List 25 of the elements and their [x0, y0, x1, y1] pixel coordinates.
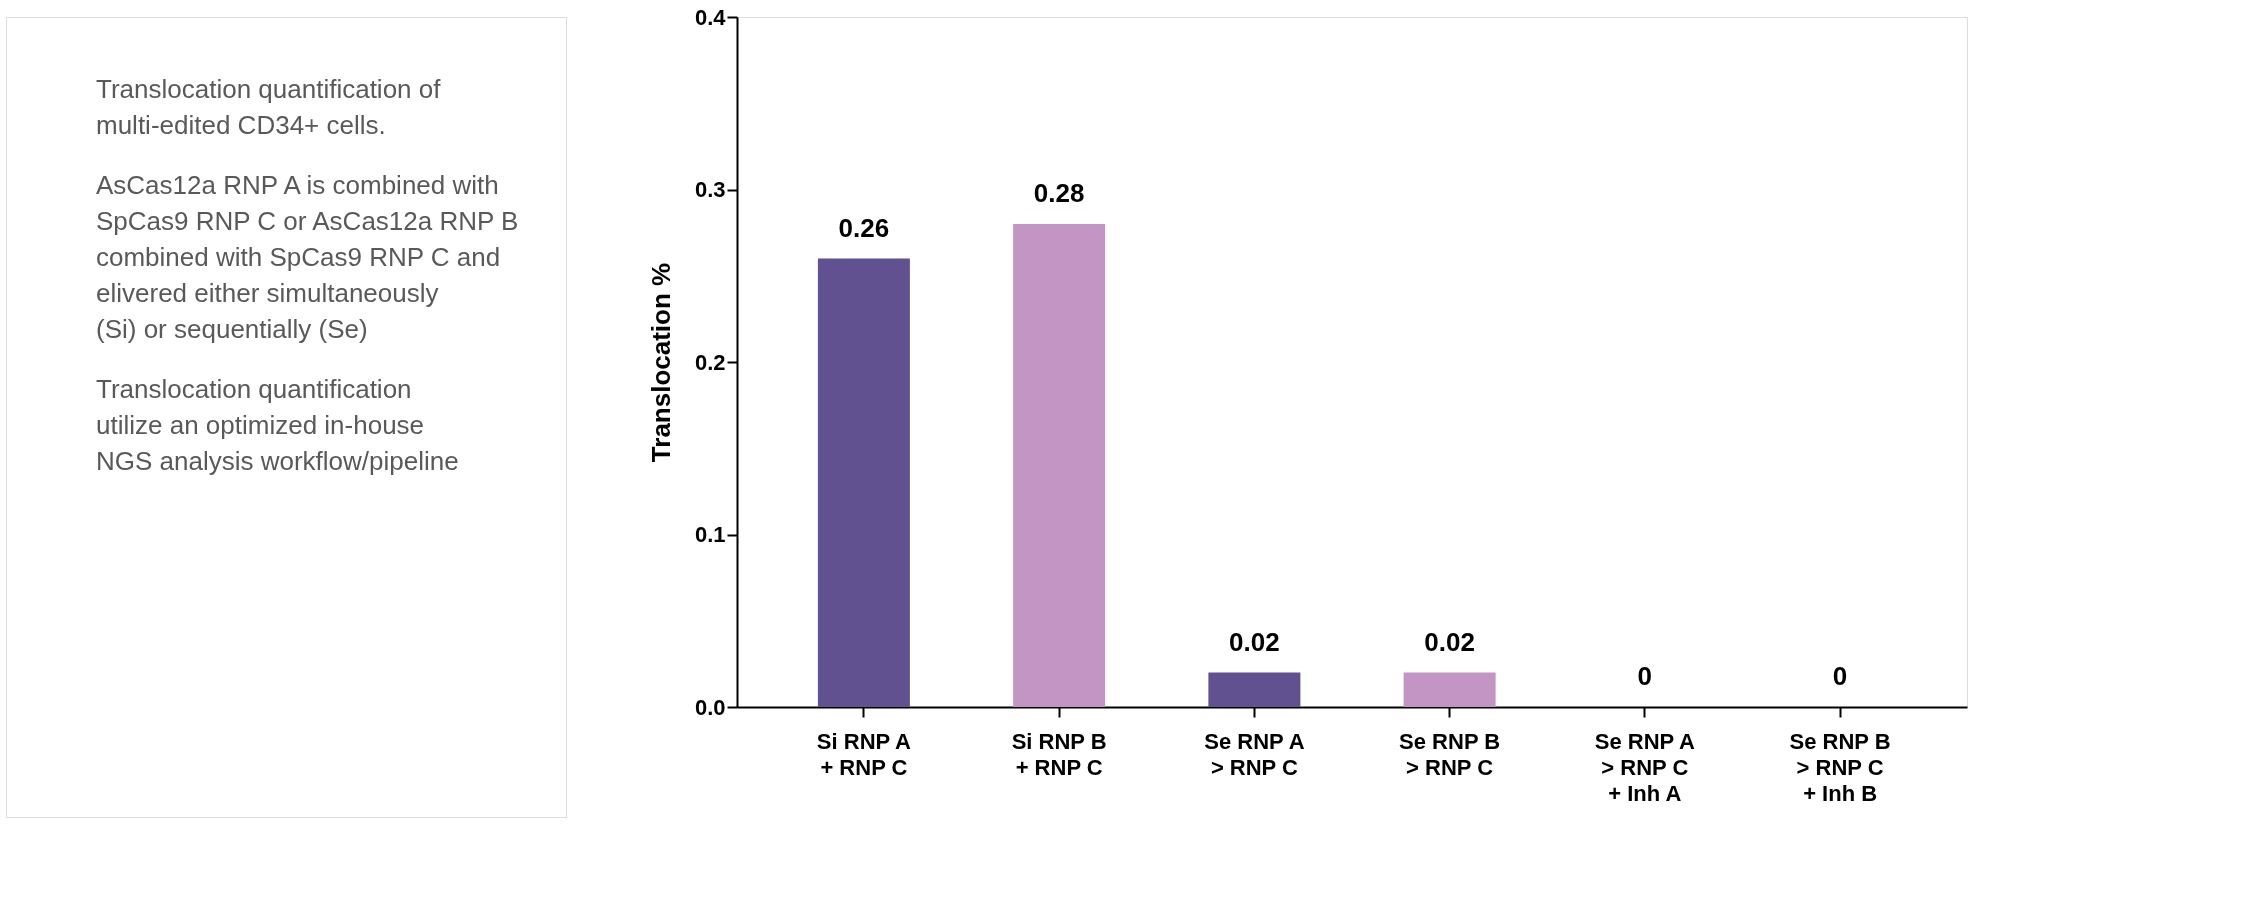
x-tick-label: Si RNP A + RNP C — [816, 728, 912, 780]
bar — [817, 258, 910, 707]
y-tick-label: 0.0 — [694, 694, 726, 720]
x-tick-label: Se RNP B > RNP C + Inh B — [1789, 728, 1891, 806]
y-tick-label: 0.1 — [694, 522, 726, 547]
x-tick-label: Si RNP B + RNP C — [1011, 728, 1107, 780]
y-tick-label: 0.2 — [694, 349, 726, 375]
data-label: 0.02 — [1229, 626, 1280, 657]
y-tick-label: 0.4 — [694, 4, 727, 30]
text: Translocation quantification utilize an optimized in-house NGS analysis workflow/pipeline — [96, 374, 459, 476]
text: Translocation quantification of multi-edited CD34+ cells. — [96, 74, 442, 140]
bar — [1403, 672, 1496, 707]
x-tick-label: Se RNP B > RNP C — [1399, 728, 1501, 780]
data-label: 0.02 — [1424, 626, 1475, 657]
y-tick-label: 0.3 — [694, 177, 726, 202]
data-label: 0 — [1832, 661, 1848, 691]
bar — [1208, 672, 1301, 707]
data-label: 0 — [1637, 661, 1653, 691]
x-tick-label: Se RNP A > RNP C — [1204, 728, 1305, 780]
x-tick-label: Se RNP A > RNP C + Inh A — [1594, 728, 1696, 806]
data-label: 0.28 — [1033, 178, 1085, 208]
bar — [1013, 224, 1106, 707]
y-axis-title: Translocation % — [645, 262, 676, 463]
text: AsCas12a RNP A is combined with SpCas9 RNP C or AsCas12a RNP B combined with SpCas9 RNP C and elivered either simultaneously (Si) or sequentially (Se) — [96, 170, 519, 344]
data-label: 0.26 — [838, 212, 890, 243]
